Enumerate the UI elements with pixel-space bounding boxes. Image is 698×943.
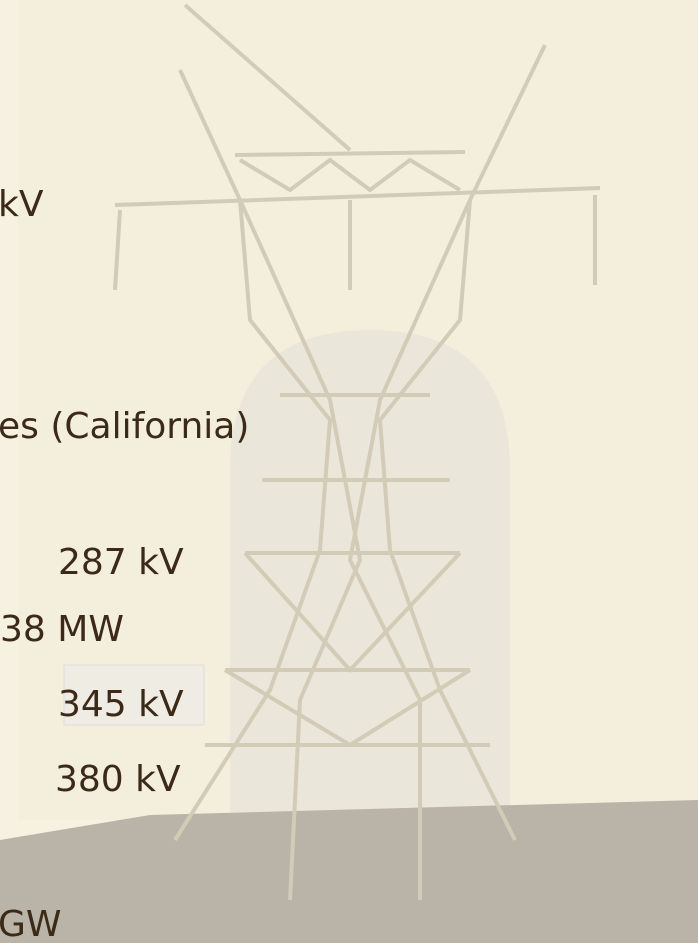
text-line: 38 MW [0, 610, 124, 650]
text-line: 287 kV [58, 543, 184, 583]
text-line: 345 kV [58, 685, 184, 725]
text-line: kV [0, 185, 43, 225]
text-line: GW [0, 905, 62, 943]
text-line: 380 kV [55, 760, 181, 800]
tower-photo [0, 0, 698, 943]
slide: kV es (California) 287 kV 38 MW 345 kV 3… [0, 0, 698, 943]
text-line: es (California) [0, 407, 249, 447]
